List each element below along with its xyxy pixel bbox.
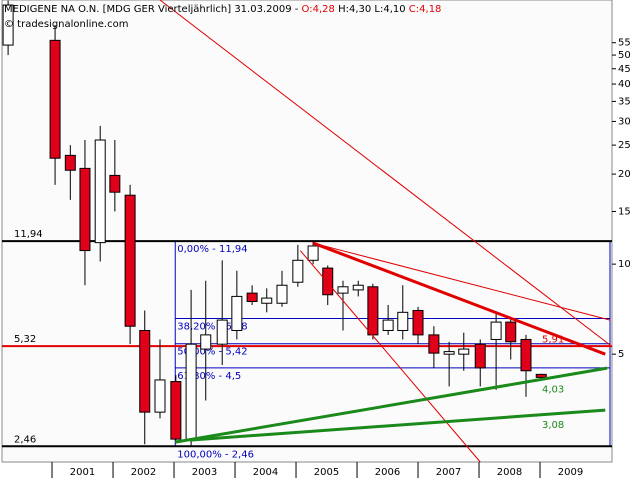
candle-body xyxy=(428,334,440,354)
y-tick-label: 45 xyxy=(618,64,631,75)
quote-text: O:4,28 xyxy=(302,4,335,15)
fib-label: 50,00% - 5,42 xyxy=(177,347,247,358)
y-tick-label: 5 xyxy=(618,349,624,360)
x-tick-label: 2008 xyxy=(497,467,522,478)
plot-area xyxy=(1,0,613,463)
trendline-label: 4,03 xyxy=(542,385,564,396)
level-label: 11,94 xyxy=(14,229,43,240)
trendline-label: 3,08 xyxy=(542,420,564,431)
y-tick-label: 10 xyxy=(618,259,631,270)
x-tick-label: 2001 xyxy=(70,467,95,478)
candle-body xyxy=(231,295,243,331)
level-label: 2,46 xyxy=(14,434,36,445)
candle-body xyxy=(154,379,166,413)
trendline xyxy=(312,242,611,321)
candle-body xyxy=(200,334,212,350)
candle-body xyxy=(2,4,14,46)
candle-body xyxy=(216,319,228,345)
candle-body xyxy=(382,319,394,331)
x-tick-label: 2006 xyxy=(375,467,400,478)
candle-body xyxy=(337,286,349,294)
trendline-label: 5,91 xyxy=(542,334,564,345)
candle-body xyxy=(109,174,121,193)
candle-body xyxy=(246,292,258,303)
trendline xyxy=(189,408,606,442)
x-tick-label: 2002 xyxy=(131,467,156,478)
candle-body xyxy=(261,297,273,304)
candle-body xyxy=(79,167,91,252)
y-tick-label: 35 xyxy=(618,96,631,107)
candle-body xyxy=(322,267,334,296)
chart-title: MEDIGENE NA O.N. [MDG GER Vierteljährlic… xyxy=(4,4,441,15)
trendline xyxy=(174,366,608,444)
candle-body xyxy=(185,343,197,440)
fib-label: 100,00% - 2,46 xyxy=(177,449,254,460)
quote-text: H:4,30 L:4,10 xyxy=(335,4,409,15)
fib-label: 38,20% - 6,58 xyxy=(177,322,247,333)
level-label: 5,32 xyxy=(14,334,36,345)
candle-body xyxy=(124,194,136,327)
candle-body xyxy=(367,286,379,336)
candle-body xyxy=(412,309,424,336)
quote-text: C:4,18 xyxy=(409,4,442,15)
trendline xyxy=(312,241,606,356)
candle-body xyxy=(397,311,409,331)
y-tick-label: 30 xyxy=(618,116,631,127)
candle-body xyxy=(64,154,76,171)
y-tick-label: 55 xyxy=(618,38,631,49)
trendline xyxy=(299,250,481,463)
x-tick-label: 2007 xyxy=(436,467,461,478)
candle-body xyxy=(505,321,517,343)
candle-body xyxy=(49,39,61,159)
fib-label: 0,00% - 11,94 xyxy=(177,244,247,255)
fib-label: 61,80% - 4,5 xyxy=(177,371,241,382)
candle-body xyxy=(292,259,304,283)
x-tick-label: 2003 xyxy=(192,467,217,478)
trendline xyxy=(159,0,611,346)
candle-body xyxy=(276,284,288,304)
y-tick-label: 50 xyxy=(618,50,631,61)
candle-body xyxy=(490,321,502,340)
y-tick-label: 15 xyxy=(618,206,631,217)
title-text: MEDIGENE NA O.N. [MDG GER Vierteljährlic… xyxy=(4,4,302,15)
candle-body xyxy=(520,338,532,372)
candle-body xyxy=(443,351,455,355)
source: © tradesignalonline.com xyxy=(4,19,128,30)
candle-body xyxy=(474,343,486,369)
y-tick-label: 25 xyxy=(618,140,631,151)
x-tick-label: 2009 xyxy=(558,467,583,478)
candle-body xyxy=(170,381,182,440)
x-tick-label: 2004 xyxy=(253,467,278,478)
x-tick-label: 2005 xyxy=(314,467,339,478)
candle-body xyxy=(535,373,547,378)
candle-body xyxy=(458,348,470,355)
y-tick-label: 20 xyxy=(618,169,631,180)
candle-body xyxy=(139,329,151,413)
candle-body xyxy=(307,245,319,261)
candle-body xyxy=(94,139,106,244)
candle-body xyxy=(352,284,364,291)
y-tick-label: 40 xyxy=(618,79,631,90)
